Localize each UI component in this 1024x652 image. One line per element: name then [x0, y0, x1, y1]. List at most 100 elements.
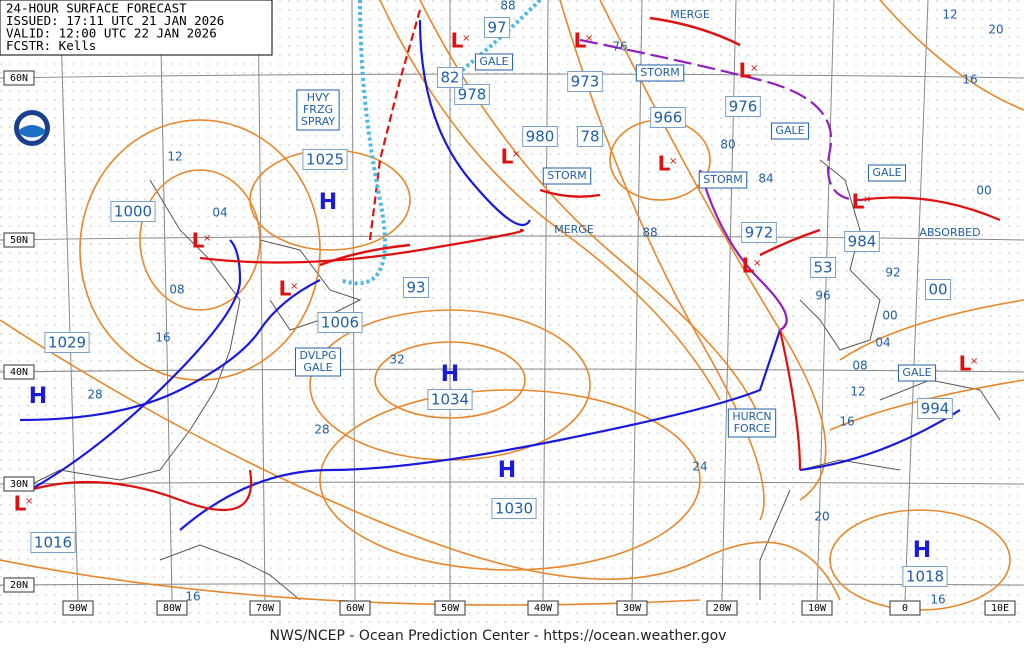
low-pressure-partial-box — [809, 257, 837, 278]
low-symbol: L — [852, 190, 865, 214]
lat-label-box — [3, 476, 35, 492]
isobar-label: 88 — [500, 0, 515, 13]
warning-text: GALE — [872, 166, 901, 179]
warning: GALE — [897, 364, 937, 382]
low-cross: × — [863, 194, 871, 205]
lat-label: 50N — [10, 235, 28, 246]
footer: NWS/NCEP - Ocean Prediction Center - htt… — [270, 628, 727, 644]
warning-text: SPRAY — [301, 115, 335, 128]
low-pressure: 966 — [654, 109, 683, 127]
low-symbol: L — [739, 59, 752, 83]
background-grid — [0, 0, 1024, 628]
lon-label-box — [339, 600, 371, 616]
low-pressure: 1006 — [321, 314, 359, 332]
graticule — [0, 0, 1024, 601]
isobar-label: 20 — [988, 23, 1003, 37]
high-pressure-box — [902, 566, 948, 587]
isobar-label: 12 — [850, 385, 865, 399]
isobar-label: 08 — [852, 359, 867, 373]
header-line: FCSTR: Kells — [6, 38, 96, 53]
warning-box — [542, 167, 592, 185]
isobar-label: 96 — [815, 289, 830, 303]
isobar-label: 24 — [692, 460, 707, 474]
warning-box — [635, 64, 685, 82]
warning-box — [474, 53, 514, 71]
warning-text: FRZG — [303, 103, 333, 116]
warning: STORM — [542, 167, 592, 185]
warning-box — [294, 347, 342, 377]
low-pressure: 1016 — [34, 534, 72, 552]
isobar-label: 08 — [169, 283, 184, 297]
lon-label: 50W — [441, 603, 460, 614]
low-cross: × — [750, 63, 758, 74]
high-symbol: H — [29, 384, 47, 409]
lon-label: 70W — [256, 603, 275, 614]
low-symbol: L — [574, 29, 587, 53]
low-pressure-partial: 00 — [928, 281, 947, 299]
lon-label-box — [156, 600, 188, 616]
lon-label-box — [249, 600, 281, 616]
warning: STORM — [698, 171, 748, 189]
isobar-label: 76 — [612, 40, 627, 54]
low-pressure-box — [30, 532, 76, 553]
isobar-label: 00 — [882, 309, 897, 323]
low-pressure: 978 — [458, 86, 487, 104]
high-pressure: 1018 — [906, 568, 944, 586]
isobar-label: 20 — [814, 510, 829, 524]
warning-box — [698, 171, 748, 189]
high-symbol: H — [319, 190, 337, 215]
low-pressure: 973 — [571, 73, 600, 91]
low-pressure-box — [454, 84, 490, 105]
low-cross: × — [512, 149, 520, 160]
lon-label: 60W — [346, 603, 365, 614]
isobar-label: 16 — [185, 590, 200, 604]
warning: STORM — [635, 64, 685, 82]
low-pressure-partial-box — [436, 67, 464, 88]
isobar-label: 92 — [885, 266, 900, 280]
isobar-label: 88 — [642, 226, 657, 240]
isobar-label: 16 — [155, 331, 170, 345]
low-symbol: L — [451, 29, 464, 53]
low-cross: × — [203, 233, 211, 244]
low-symbol: L — [658, 152, 671, 176]
high-pressure: 1030 — [495, 500, 533, 518]
warning: GALE — [770, 122, 810, 140]
lon-label: 10W — [808, 603, 827, 614]
lon-label: 20W — [713, 603, 732, 614]
low-cross: × — [462, 33, 470, 44]
low-cross: × — [585, 33, 593, 44]
low-cross: × — [25, 496, 33, 507]
warning-text: GALE — [303, 361, 332, 374]
track-arrows — [319, 16, 821, 267]
high-pressure-box — [302, 149, 348, 170]
high-symbol: H — [498, 458, 516, 483]
low-pressure-partial: 97 — [487, 19, 506, 37]
high-pressure-box — [491, 498, 537, 519]
low-pressure-box — [844, 231, 880, 252]
warning-box — [296, 89, 340, 131]
header-box — [0, 0, 273, 56]
header-line: ISSUED: 17:11 UTC 21 JAN 2026 — [6, 13, 224, 28]
warning-box — [727, 408, 777, 438]
warning-text: HVY — [307, 91, 330, 104]
lat-label-box — [3, 364, 35, 380]
high-pressure: 1029 — [48, 334, 86, 352]
lon-label: 30W — [623, 603, 642, 614]
low-symbol: L — [501, 145, 514, 169]
low-pressure-partial: 53 — [813, 259, 832, 277]
noaa-logo — [14, 110, 50, 146]
isobar-label: 28 — [314, 423, 329, 437]
lat-label: 30N — [10, 479, 28, 490]
lat-label: 40N — [10, 367, 28, 378]
low-pressure-partial-box — [483, 17, 511, 38]
low-pressure-box — [110, 201, 156, 222]
low-pressure-partial: 93 — [406, 279, 425, 297]
header-line: VALID: 12:00 UTC 22 JAN 2026 — [6, 26, 217, 41]
low-pressure-partial: 82 — [440, 69, 459, 87]
low-pressure-box — [317, 312, 363, 333]
warning-text: STORM — [640, 66, 680, 79]
